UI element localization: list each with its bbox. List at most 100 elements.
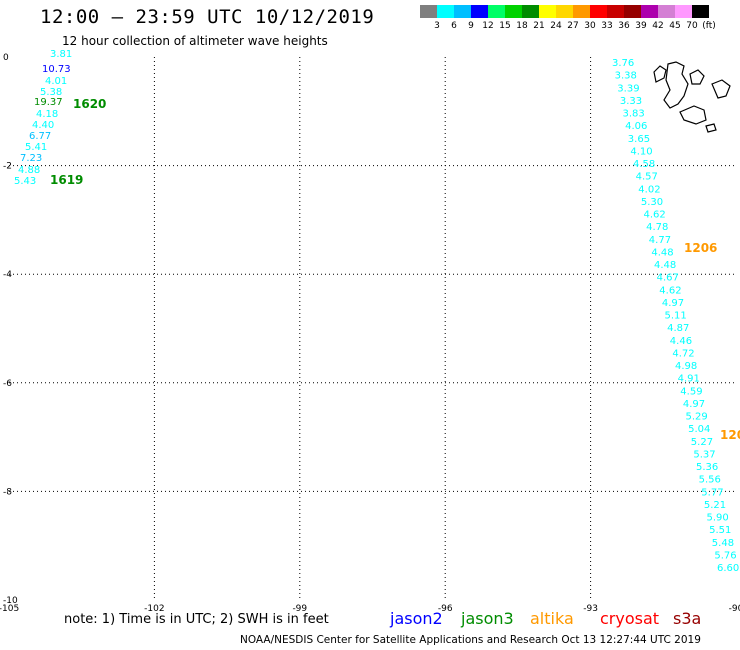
wave-height-label: 4.62 <box>644 210 666 221</box>
wave-height-label: 4.62 <box>659 285 681 296</box>
wave-height-label: 7.23 <box>20 153 42 164</box>
y-tick-label: -10 <box>3 596 18 606</box>
wave-height-label: 3.38 <box>615 71 637 82</box>
island-outline <box>705 123 717 133</box>
colorbar-tick-label: 36 <box>618 21 630 31</box>
colorbar-swatch <box>420 5 437 18</box>
wave-height-label: 4.57 <box>636 172 658 183</box>
y-tick-label: -2 <box>3 162 12 172</box>
time-label: 120 <box>720 428 740 442</box>
wave-height-label: 10.73 <box>42 64 71 75</box>
colorbar-swatch <box>641 5 658 18</box>
wave-height-label: 4.58 <box>633 159 655 170</box>
x-tick-label: -99 <box>292 604 307 614</box>
colorbar-tick-label: 6 <box>451 21 457 31</box>
colorbar-tick-label: 33 <box>601 21 613 31</box>
map-subtitle: 12 hour collection of altimeter wave hei… <box>62 34 328 48</box>
satellite-legend-cryosat: cryosat <box>600 609 660 628</box>
colorbar-tick-label: 18 <box>516 21 528 31</box>
wave-height-label: 4.18 <box>36 109 58 120</box>
satellite-legend-s3a: s3a <box>673 609 702 628</box>
wave-height-label: 4.77 <box>649 235 671 246</box>
colorbar-swatch <box>505 5 522 18</box>
wave-height-label: 19.37 <box>34 97 63 108</box>
wave-height-label: 4.02 <box>638 184 660 195</box>
wave-height-label: 5.27 <box>691 437 713 448</box>
wave-height-label: 4.48 <box>651 247 673 258</box>
wave-height-label: 4.87 <box>667 323 689 334</box>
map-title: 12:00 — 23:59 UTC 10/12/2019 <box>40 6 375 28</box>
colorbar-swatch <box>607 5 624 18</box>
wave-height-label: 5.29 <box>686 412 708 423</box>
time-label: 1619 <box>50 173 83 187</box>
wave-height-label: 4.40 <box>32 120 54 131</box>
wave-height-label: 5.90 <box>707 513 729 524</box>
colorbar-swatch <box>488 5 505 18</box>
wave-height-label: 4.88 <box>18 165 40 176</box>
wave-height-label: 5.37 <box>693 449 715 460</box>
y-tick-label: -4 <box>3 270 12 280</box>
island-outline <box>679 105 707 125</box>
colorbar-tick-label: 42 <box>652 21 664 31</box>
wave-height-label: 3.65 <box>628 134 650 145</box>
colorbar-tick-label: 12 <box>482 21 494 31</box>
wave-height-label: 4.48 <box>654 260 676 271</box>
colorbar-tick-label: 45 <box>669 21 681 31</box>
time-label: 1206 <box>684 241 717 255</box>
colorbar-tick-label: 39 <box>635 21 647 31</box>
satellite-legend-jason3: jason3 <box>461 609 514 628</box>
wave-height-label: 5.51 <box>709 525 731 536</box>
wave-height-label: 3.39 <box>617 83 639 94</box>
wave-height-label: 4.10 <box>630 146 652 157</box>
wave-height-label: 4.78 <box>646 222 668 233</box>
wave-height-label: 4.91 <box>678 374 700 385</box>
colorbar-swatch <box>573 5 590 18</box>
colorbar-swatch <box>658 5 675 18</box>
wave-height-label: 5.77 <box>701 487 723 498</box>
wave-height-label: 6.77 <box>29 131 51 142</box>
colorbar-tick-label: 24 <box>550 21 562 31</box>
island-outline <box>689 69 705 85</box>
colorbar-unit: (ft) <box>702 21 716 31</box>
wave-height-label: 5.56 <box>699 475 721 486</box>
wave-height-label: 5.76 <box>714 550 736 561</box>
colorbar-swatch <box>556 5 573 18</box>
island-outline <box>711 79 731 99</box>
wave-height-label: 3.33 <box>620 96 642 107</box>
wave-height-label: 5.43 <box>14 176 36 187</box>
colorbar-swatch <box>675 5 692 18</box>
wave-height-label: 5.30 <box>641 197 663 208</box>
x-tick-label: -105 <box>0 604 19 614</box>
wave-height-label: 5.38 <box>40 87 62 98</box>
island-outline <box>653 65 667 83</box>
time-label: 1620 <box>73 97 106 111</box>
colorbar-swatch <box>539 5 556 18</box>
y-tick-label: -6 <box>3 379 12 389</box>
x-tick-label: -93 <box>583 604 598 614</box>
wave-height-label: 3.76 <box>612 58 634 69</box>
x-tick-label: -90 <box>729 604 740 614</box>
credit-line: NOAA/NESDIS Center for Satellite Applica… <box>240 634 701 646</box>
wave-height-label: 5.48 <box>712 538 734 549</box>
y-tick-label: -8 <box>3 487 12 497</box>
wave-height-label: 5.11 <box>665 311 687 322</box>
island-outline <box>663 61 689 109</box>
x-tick-label: -96 <box>438 604 453 614</box>
wave-height-label: 5.41 <box>25 142 47 153</box>
colorbar-tick-label: 9 <box>468 21 474 31</box>
wave-height-label: 4.97 <box>683 399 705 410</box>
wave-height-label: 3.81 <box>50 49 72 60</box>
wave-height-label: 5.04 <box>688 424 710 435</box>
colorbar-swatch <box>692 5 709 18</box>
satellite-legend-jason2: jason2 <box>390 609 443 628</box>
wave-height-label: 4.97 <box>662 298 684 309</box>
colorbar-swatch <box>471 5 488 18</box>
colorbar-tick-label: 70 <box>686 21 698 31</box>
colorbar-tick-label: 21 <box>533 21 545 31</box>
wave-height-label: 4.01 <box>45 76 67 87</box>
wave-height-label: 4.72 <box>672 348 694 359</box>
wave-height-label: 5.21 <box>704 500 726 511</box>
colorbar-tick-label: 15 <box>499 21 511 31</box>
